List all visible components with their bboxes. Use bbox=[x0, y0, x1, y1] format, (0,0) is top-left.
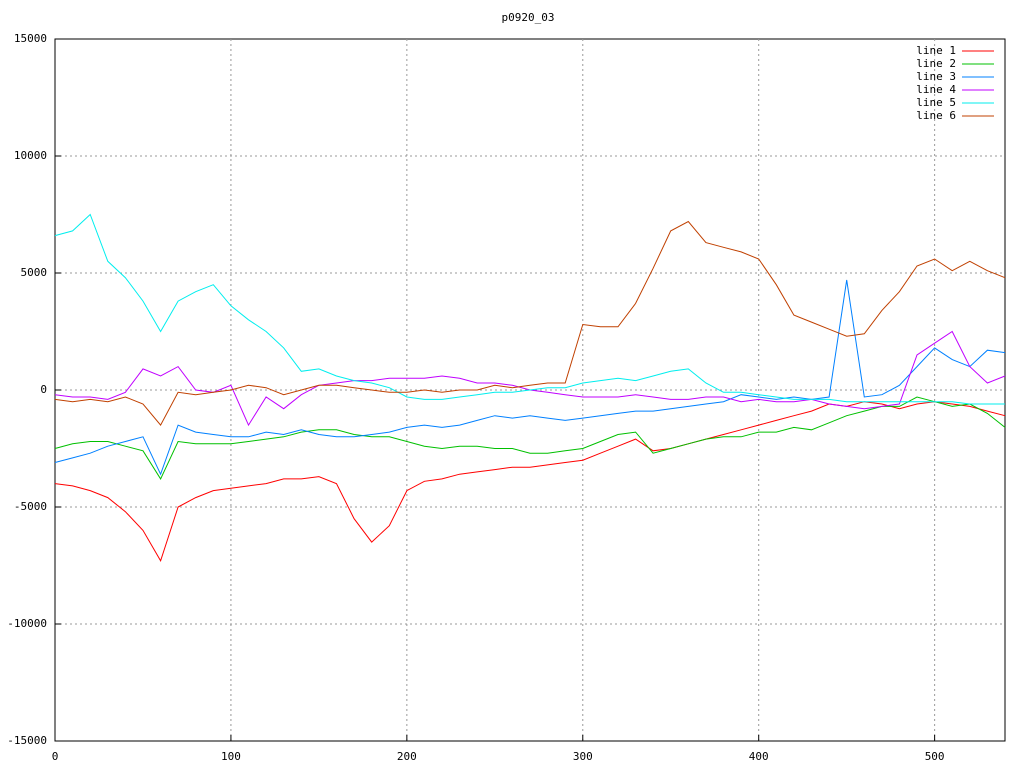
y-tick-label: 10000 bbox=[14, 149, 47, 162]
y-tick-label: -5000 bbox=[14, 500, 47, 513]
chart-title: p0920_03 bbox=[502, 11, 555, 24]
y-tick-label: 15000 bbox=[14, 32, 47, 45]
legend-label: line 6 bbox=[916, 109, 956, 122]
series-line bbox=[54, 401, 1006, 563]
legend-label: line 1 bbox=[916, 44, 956, 57]
x-tick-label: 400 bbox=[749, 750, 769, 763]
y-tick-label: 0 bbox=[40, 383, 47, 396]
x-tick-label: 300 bbox=[573, 750, 593, 763]
legend-label: line 2 bbox=[916, 57, 956, 70]
x-tick-label: 200 bbox=[397, 750, 417, 763]
series-line bbox=[54, 396, 1006, 480]
y-tick-label: -15000 bbox=[7, 734, 47, 747]
legend-label: line 4 bbox=[916, 83, 956, 96]
series-line bbox=[54, 213, 1005, 405]
series-line bbox=[54, 279, 1006, 476]
legend-label: line 3 bbox=[916, 70, 956, 83]
x-tick-label: 500 bbox=[925, 750, 945, 763]
legend-label: line 5 bbox=[916, 96, 956, 109]
series-line bbox=[54, 220, 1006, 426]
y-tick-label: -10000 bbox=[7, 617, 47, 630]
y-tick-label: 5000 bbox=[21, 266, 48, 279]
x-tick-label: 100 bbox=[221, 750, 241, 763]
x-tick-label: 0 bbox=[52, 750, 59, 763]
